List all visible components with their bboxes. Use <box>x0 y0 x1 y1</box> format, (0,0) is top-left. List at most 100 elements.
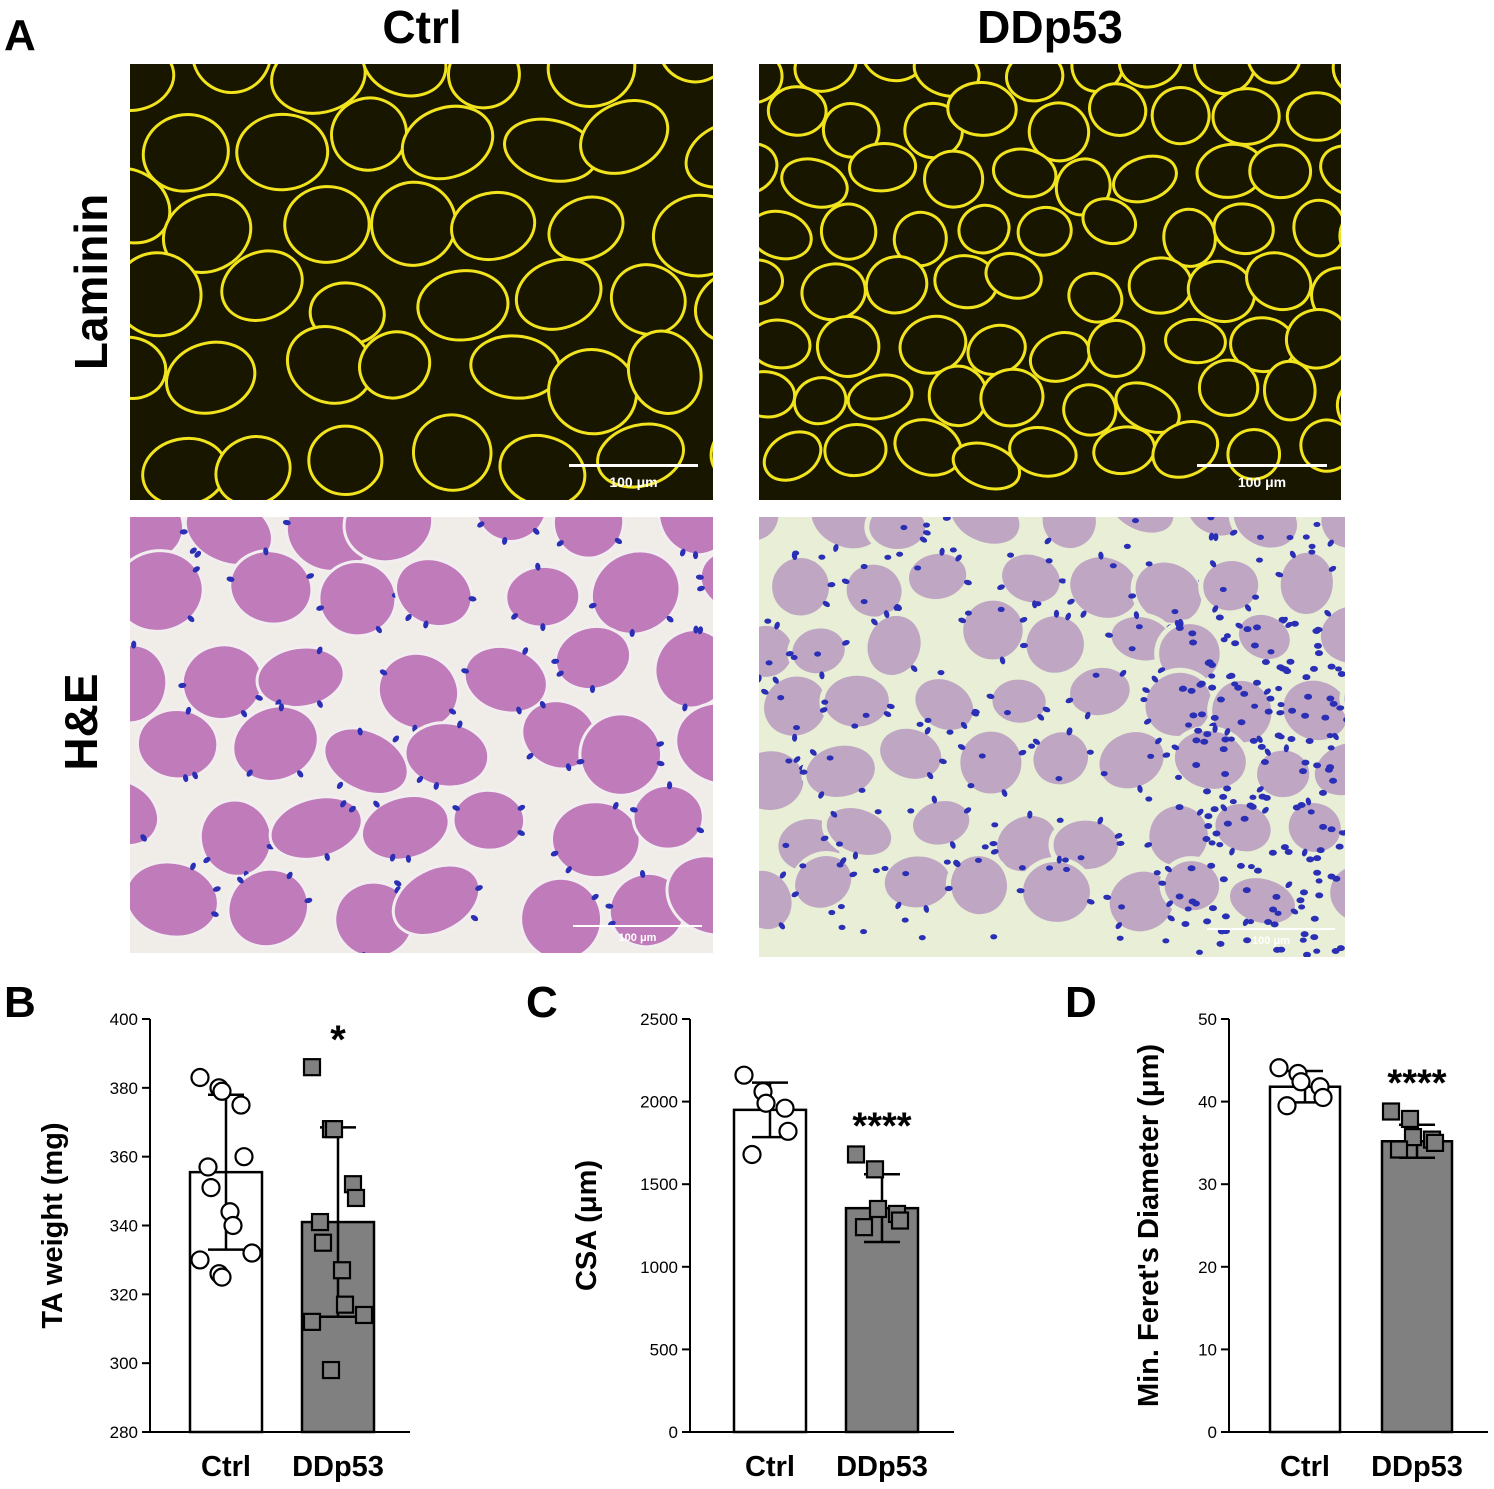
y-axis-label: Min. Feret's Diameter (μm) <box>1133 1044 1165 1407</box>
infiltrate-nucleus <box>791 655 798 660</box>
infiltrate-nucleus <box>1328 826 1336 832</box>
infiltrate-nucleus <box>1276 664 1284 670</box>
infiltrate-nucleus <box>1189 639 1197 645</box>
infiltrate-nucleus <box>1231 681 1238 686</box>
infiltrate-nucleus <box>1317 847 1325 853</box>
data-point-ddp53 <box>1383 1104 1399 1120</box>
y-tick-label: 300 <box>110 1354 138 1373</box>
data-point-ddp53 <box>337 1297 353 1313</box>
infiltrate-nucleus <box>1254 868 1262 874</box>
infiltrate-nucleus <box>1256 557 1263 562</box>
data-point-ddp53 <box>1391 1142 1407 1158</box>
infiltrate-nucleus <box>1209 905 1217 911</box>
infiltrate-nucleus <box>1129 646 1136 651</box>
scale-bar-he-ctrl <box>573 925 702 927</box>
muscle-fiber <box>1287 92 1341 141</box>
y-tick-label: 0 <box>1208 1423 1217 1442</box>
infiltrate-nucleus <box>1313 855 1321 861</box>
infiltrate-nucleus <box>1265 709 1273 715</box>
infiltrate-nucleus <box>1189 712 1197 718</box>
data-point-ctrl <box>203 1179 220 1196</box>
panel-letter-a: A <box>4 14 36 58</box>
y-tick-label: 280 <box>110 1423 138 1442</box>
infiltrate-nucleus <box>1171 609 1178 614</box>
x-tick-label: DDp53 <box>292 1451 384 1483</box>
infiltrate-nucleus <box>873 868 880 873</box>
muscle-fiber <box>1198 359 1258 416</box>
infiltrate-nucleus <box>919 935 926 940</box>
column-header-ctrl: Ctrl <box>322 4 522 50</box>
data-point-ctrl <box>777 1100 794 1117</box>
infiltrate-nucleus <box>1313 870 1321 876</box>
infiltrate-nucleus <box>1007 553 1014 558</box>
infiltrate-nucleus <box>1055 776 1062 781</box>
data-point-ctrl <box>1315 1089 1332 1106</box>
infiltrate-nucleus <box>896 552 903 557</box>
infiltrate-nucleus <box>1251 704 1258 709</box>
infiltrate-nucleus <box>1257 535 1264 540</box>
he-ddp53-image <box>759 517 1345 957</box>
data-point-ctrl <box>1293 1073 1310 1090</box>
infiltrate-nucleus <box>1315 892 1323 898</box>
infiltrate-nucleus <box>902 871 909 876</box>
panel-letter-c: C <box>526 978 558 1027</box>
infiltrate-nucleus <box>1296 897 1304 903</box>
y-tick-label: 10 <box>1198 1340 1217 1359</box>
y-tick-label: 380 <box>110 1079 138 1098</box>
infiltrate-nucleus <box>766 660 773 665</box>
data-point-ddp53 <box>304 1059 320 1075</box>
infiltrate-nucleus <box>1253 624 1261 630</box>
infiltrate-nucleus <box>1301 713 1309 719</box>
infiltrate-nucleus <box>1330 701 1338 707</box>
infiltrate-nucleus <box>1181 921 1189 927</box>
infiltrate-nucleus <box>827 755 834 760</box>
scale-label-he-ddp53: 100 μm <box>1207 935 1335 947</box>
scale-label-laminin-ctrl: 100 μm <box>569 474 698 490</box>
data-point-ctrl <box>758 1095 775 1112</box>
infiltrate-nucleus <box>1306 738 1314 744</box>
muscle-fiber <box>1128 257 1192 315</box>
y-tick-label: 50 <box>1198 1010 1217 1029</box>
infiltrate-nucleus <box>1110 563 1117 568</box>
infiltrate-nucleus <box>1203 788 1211 794</box>
data-point-ddp53 <box>870 1201 886 1217</box>
infiltrate-nucleus <box>1312 628 1320 634</box>
infiltrate-nucleus <box>851 723 858 728</box>
infiltrate-nucleus <box>946 730 953 735</box>
infiltrate-nucleus <box>1304 694 1312 700</box>
infiltrate-nucleus <box>1326 696 1334 702</box>
infiltrate-nucleus <box>1311 916 1319 922</box>
infiltrate-nucleus <box>950 547 957 552</box>
muscle-fiber <box>1263 360 1316 421</box>
infiltrate-nucleus <box>965 610 972 615</box>
infiltrate-nucleus <box>914 565 921 570</box>
infiltrate-nucleus <box>782 843 789 848</box>
infiltrate-nucleus <box>1328 664 1336 670</box>
infiltrate-nucleus <box>1117 936 1124 941</box>
infiltrate-nucleus <box>1275 686 1282 691</box>
significance-marker: * <box>330 1018 346 1062</box>
infiltrate-nucleus <box>944 859 951 864</box>
infiltrate-nucleus <box>1211 715 1219 721</box>
infiltrate-nucleus <box>1328 745 1335 750</box>
infiltrate-nucleus <box>1224 821 1232 827</box>
infiltrate-nucleus <box>1316 878 1323 883</box>
y-tick-label: 400 <box>110 1010 138 1029</box>
infiltrate-nucleus <box>1162 938 1169 943</box>
data-point-ddp53 <box>348 1190 364 1206</box>
infiltrate-nucleus <box>1188 865 1196 871</box>
infiltrate-nucleus <box>1251 643 1259 649</box>
infiltrate-nucleus <box>1298 904 1305 909</box>
infiltrate-nucleus <box>990 934 997 939</box>
infiltrate-nucleus <box>1216 842 1223 847</box>
infiltrate-nucleus <box>1147 754 1154 759</box>
scale-bar-he-ddp53 <box>1207 928 1335 930</box>
infiltrate-nucleus <box>1192 737 1200 743</box>
infiltrate-nucleus <box>764 619 771 624</box>
data-point-ctrl <box>192 1069 209 1086</box>
significance-marker: **** <box>1387 1063 1446 1105</box>
infiltrate-nucleus <box>923 522 930 527</box>
data-point-ctrl <box>192 1251 209 1268</box>
infiltrate-nucleus <box>902 917 909 922</box>
